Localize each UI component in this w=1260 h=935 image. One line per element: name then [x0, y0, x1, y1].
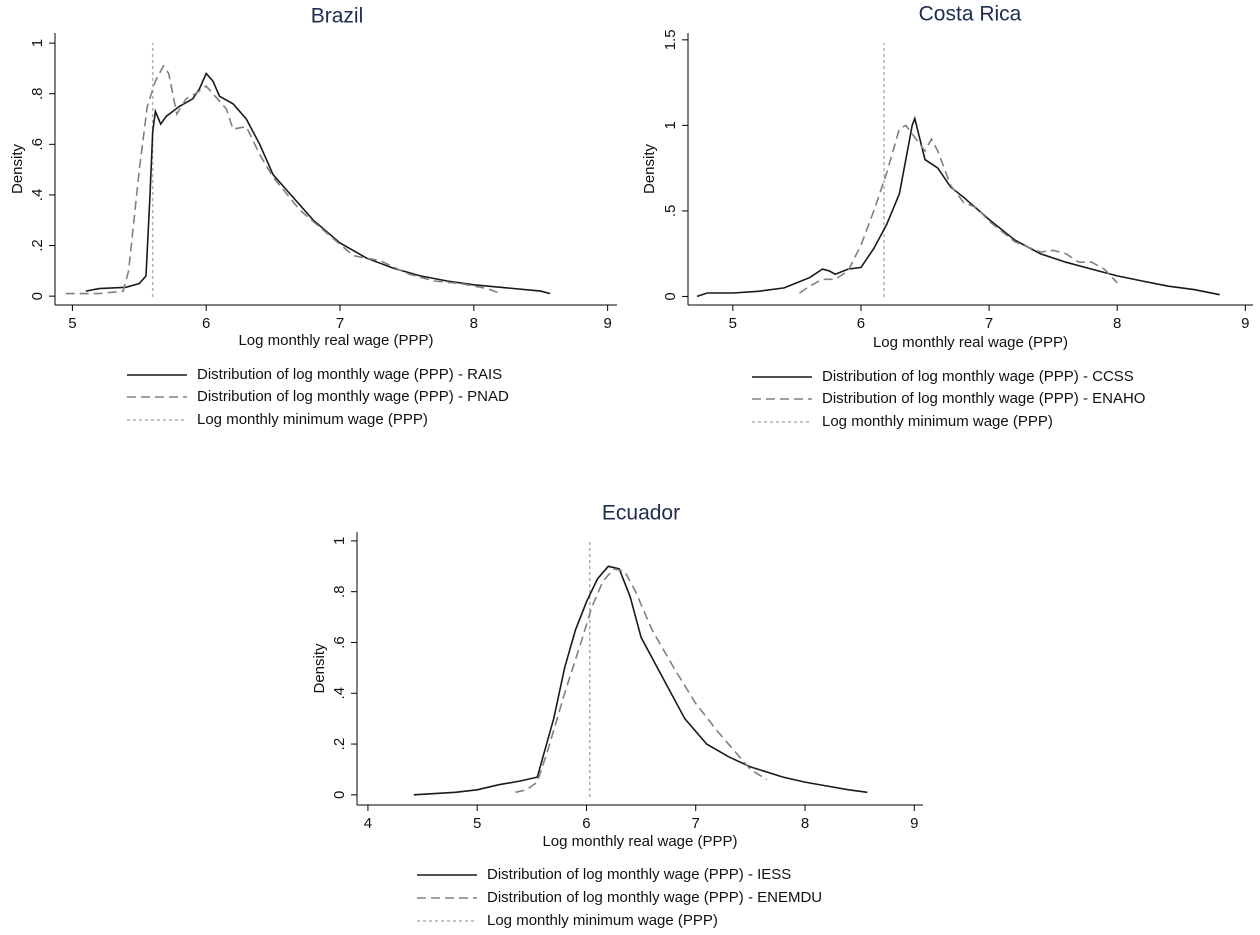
y-tick-label: .8: [29, 87, 46, 100]
y-tick-label: .5: [662, 205, 679, 218]
x-tick-label: 7: [985, 315, 993, 332]
density-line: [413, 565, 868, 796]
y-tick-label: 1.5: [662, 29, 679, 50]
x-tick-label: 9: [603, 315, 611, 332]
x-tick-label: 7: [692, 815, 700, 832]
y-tick-label: .4: [331, 687, 348, 700]
legend-label: Distribution of log monthly wage (PPP) -…: [822, 390, 1145, 407]
density-line: [515, 567, 768, 794]
y-tick-label: .8: [331, 585, 348, 598]
x-tick-label: 5: [68, 315, 76, 332]
x-tick-label: 9: [1241, 315, 1249, 332]
density-line: [85, 72, 551, 295]
x-tick-label: 5: [473, 815, 481, 832]
x-tick-label: 4: [364, 815, 372, 832]
legend-label: Log monthly minimum wage (PPP): [197, 411, 428, 428]
y-tick-label: .6: [29, 138, 46, 151]
y-axis-label: Density: [9, 143, 26, 194]
chart-title: Costa Rica: [919, 3, 1022, 26]
x-tick-label: 5: [729, 315, 737, 332]
density-line: [65, 64, 501, 295]
density-line: [799, 124, 1118, 294]
legend-label: Distribution of log monthly wage (PPP) -…: [197, 366, 502, 383]
y-tick-label: 1: [29, 39, 46, 47]
x-axis-label: Log monthly real wage (PPP): [238, 332, 433, 349]
y-tick-label: 0: [331, 791, 348, 799]
x-axis-label: Log monthly real wage (PPP): [873, 334, 1068, 351]
y-tick-label: 1: [331, 537, 348, 545]
x-tick-label: 8: [470, 315, 478, 332]
legend-label: Log monthly minimum wage (PPP): [822, 413, 1053, 430]
legend-label: Distribution of log monthly wage (PPP) -…: [822, 368, 1134, 385]
y-tick-label: .4: [29, 189, 46, 202]
x-tick-label: 8: [801, 815, 809, 832]
y-tick-label: .2: [29, 239, 46, 252]
legend-label: Distribution of log monthly wage (PPP) -…: [487, 866, 791, 883]
x-tick-label: 9: [910, 815, 918, 832]
y-tick-label: 0: [29, 292, 46, 300]
y-tick-label: 0: [662, 292, 679, 300]
legend-label: Log monthly minimum wage (PPP): [487, 912, 718, 929]
density-line: [696, 115, 1220, 298]
x-tick-label: 6: [857, 315, 865, 332]
chart-title: Ecuador: [602, 502, 680, 525]
chart-title: Brazil: [311, 5, 364, 28]
x-tick-label: 7: [336, 315, 344, 332]
x-axis-label: Log monthly real wage (PPP): [542, 833, 737, 850]
x-tick-label: 8: [1113, 315, 1121, 332]
y-axis-label: Density: [641, 143, 658, 194]
legend-label: Distribution of log monthly wage (PPP) -…: [197, 388, 509, 405]
y-tick-label: .6: [331, 636, 348, 649]
x-tick-label: 6: [202, 315, 210, 332]
x-tick-label: 6: [582, 815, 590, 832]
y-axis-label: Density: [311, 643, 328, 694]
legend-label: Distribution of log monthly wage (PPP) -…: [487, 889, 822, 906]
y-tick-label: .2: [331, 738, 348, 751]
y-tick-label: 1: [662, 121, 679, 129]
